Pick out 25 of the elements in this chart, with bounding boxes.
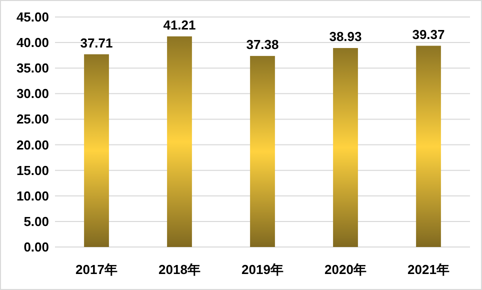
x-tick-label: 2017年 (76, 262, 118, 277)
data-label: 37.38 (246, 36, 279, 52)
y-tick-label: 20.00 (16, 137, 49, 152)
x-tick-label: 2019年 (242, 262, 284, 277)
bar (416, 46, 441, 247)
y-tick-label: 25.00 (16, 112, 49, 127)
y-tick-label: 40.00 (16, 35, 49, 50)
y-tick-label: 30.00 (16, 86, 49, 102)
y-tick-label: 45.00 (16, 10, 49, 24)
y-tick-label: 35.00 (16, 60, 49, 76)
data-label: 37.71 (80, 35, 113, 50)
y-tick-label: 10.00 (16, 188, 49, 204)
data-label: 39.37 (412, 26, 445, 42)
bar (167, 36, 192, 247)
y-tick-label: 15.00 (16, 162, 49, 178)
x-tick-label: 2018年 (158, 262, 200, 277)
bar (333, 48, 358, 247)
y-tick-label: 5.00 (24, 214, 49, 229)
data-label: 41.21 (163, 17, 196, 32)
x-tick-label: 2020年 (324, 262, 366, 277)
y-tick-label: 0.00 (24, 240, 49, 254)
data-label: 38.93 (329, 29, 362, 44)
bar (84, 54, 109, 247)
bar (250, 56, 275, 247)
x-tick-label: 2021年 (408, 262, 450, 277)
